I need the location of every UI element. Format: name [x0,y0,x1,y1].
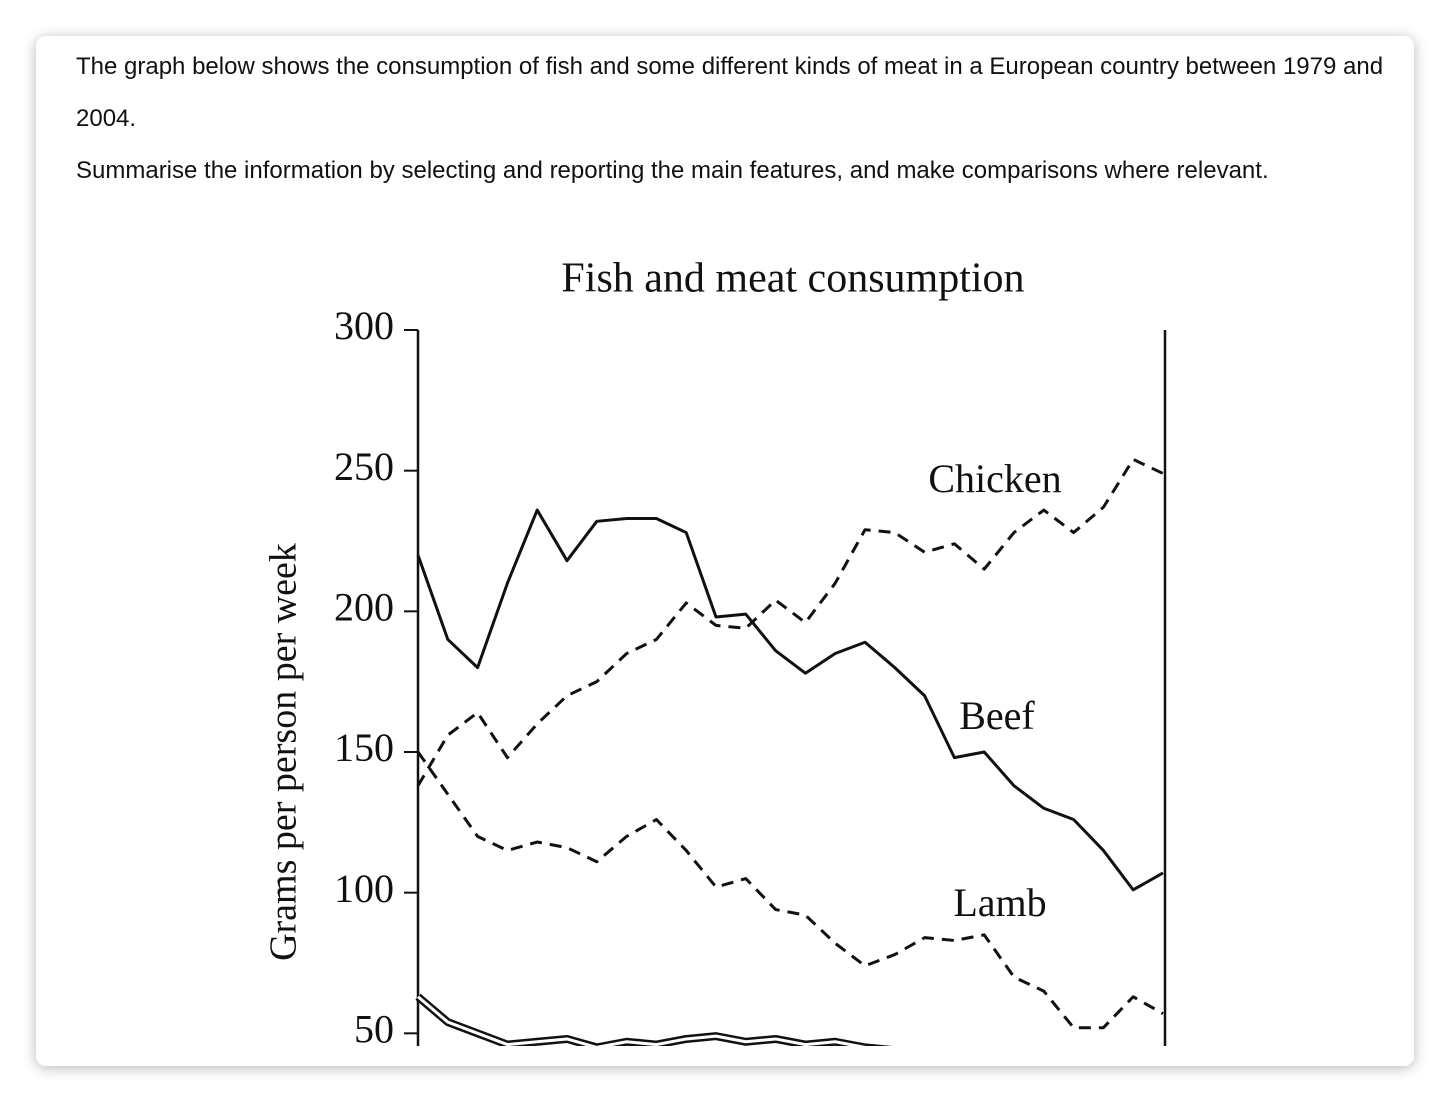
line-inner [417,995,867,1046]
y-axis-label: Grams per person per week [263,543,305,961]
series-label: Lamb [953,880,1046,925]
series-label: Chicken [928,456,1061,501]
y-tick-label: 300 [334,303,394,348]
chart-title: Fish and meat consumption [561,256,1024,302]
y-tick-label: 200 [334,585,394,630]
line [416,508,1164,892]
y-tick-label: 250 [334,444,394,489]
y-tick-label: 50 [354,1007,394,1046]
line [416,457,1164,787]
prompt-paragraph: The graph below shows the consumption of… [76,53,1384,132]
chart: Fish and meat consumption Grams per pers… [263,256,1167,1046]
y-tick-label: 100 [334,866,394,911]
prompt: The graph below shows the consumption of… [76,41,1391,197]
y-tick-label: 150 [334,725,394,770]
line [416,751,1164,1030]
prompt-paragraph: Summarise the information by selecting a… [76,157,1269,184]
series-label: Beef [959,693,1035,738]
line-outer [415,993,893,1046]
card [36,36,1414,1066]
